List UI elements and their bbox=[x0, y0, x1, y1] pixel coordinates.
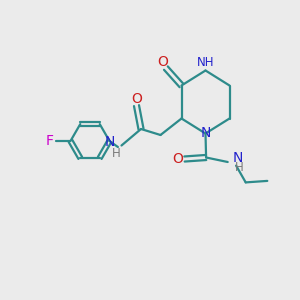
Text: O: O bbox=[172, 152, 183, 166]
Text: NH: NH bbox=[197, 56, 215, 69]
Text: F: F bbox=[46, 134, 53, 148]
Text: N: N bbox=[201, 126, 211, 140]
Text: N: N bbox=[104, 135, 115, 149]
Text: H: H bbox=[235, 161, 244, 174]
Text: H: H bbox=[112, 147, 121, 161]
Text: N: N bbox=[233, 152, 244, 165]
Text: O: O bbox=[132, 92, 142, 106]
Text: O: O bbox=[157, 55, 168, 68]
